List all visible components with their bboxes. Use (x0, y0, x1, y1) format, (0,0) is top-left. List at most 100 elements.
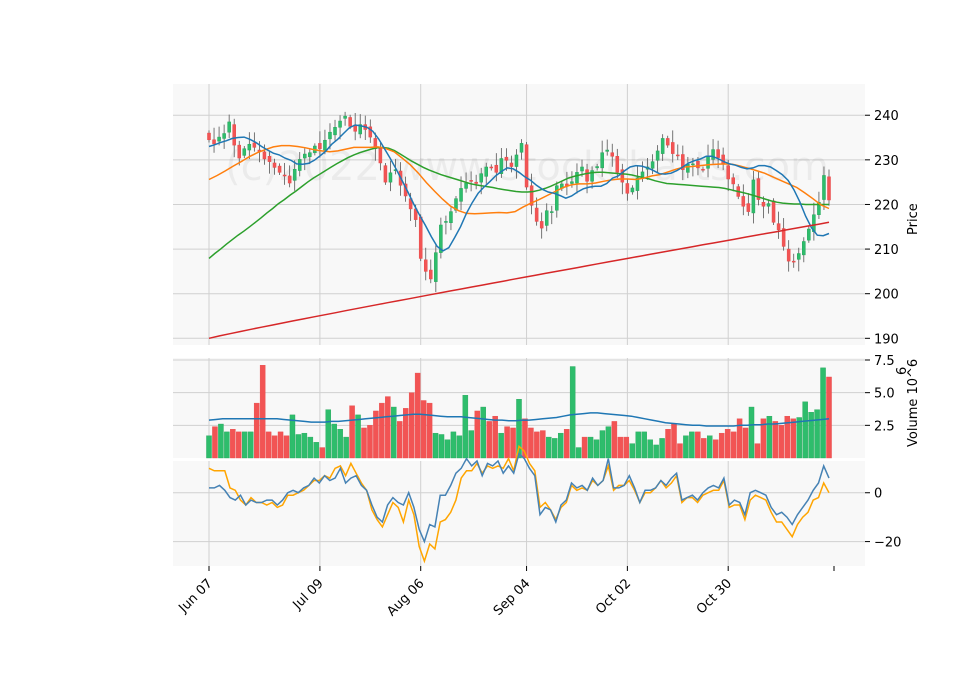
volume-bar (557, 432, 564, 459)
candle-body (509, 162, 514, 167)
candle-body (277, 165, 282, 173)
volume-bar (659, 438, 665, 459)
candle-body (378, 147, 383, 164)
candle-body (484, 166, 488, 177)
volume-bar (331, 423, 337, 459)
volume-bar (718, 432, 725, 459)
volume-bar (480, 406, 486, 459)
candle-body (418, 216, 423, 259)
candle-body (550, 211, 554, 213)
volume-bar (355, 414, 361, 459)
volume-bar (408, 392, 415, 459)
volume-bar (402, 408, 409, 459)
candle-body (423, 259, 428, 272)
volume-bar (593, 439, 600, 459)
ma10-line (208, 124, 830, 252)
candle-body (323, 139, 327, 151)
price-tick-label: 210 (874, 243, 899, 258)
candle-body (262, 151, 267, 160)
volume-bar (265, 431, 272, 459)
volume-bar (629, 443, 636, 459)
candle-body (686, 164, 690, 173)
candle-body (650, 161, 655, 169)
oscillator-panel (173, 461, 865, 566)
volume-bar (259, 365, 266, 459)
candle-body (756, 178, 761, 200)
candle-body (242, 148, 247, 156)
candle-body (580, 166, 584, 172)
volume-bar (748, 406, 755, 459)
candle-body (595, 166, 599, 169)
volume-bar (724, 429, 731, 459)
volume-bar (635, 431, 641, 459)
candle-body (297, 159, 302, 171)
x-tick-label: Oct 30 (694, 576, 735, 617)
oscillator-tick-label: 0 (874, 487, 882, 502)
candle-body (630, 187, 635, 193)
candle-body (701, 168, 705, 171)
candle-body (570, 181, 574, 184)
volume-bar (587, 436, 594, 459)
candle-body (207, 132, 211, 141)
candle-body (660, 138, 665, 154)
candle-body (524, 144, 529, 188)
candle-body (282, 174, 287, 177)
candle-body (539, 221, 544, 229)
volume-axis-label: Volume 10^6 (906, 359, 921, 447)
x-tick-label: Oct 02 (593, 576, 634, 617)
x-tick-label: Aug 06 (384, 576, 427, 619)
moving-averages (208, 124, 830, 340)
volume-bar (498, 432, 504, 459)
price-tick-label: 190 (874, 332, 899, 347)
volume-bar (683, 435, 689, 459)
volume-bar (599, 430, 606, 459)
volume-bar (420, 400, 427, 459)
volume-bar (301, 432, 308, 459)
candle-body (232, 124, 236, 146)
volume-bar (242, 431, 248, 459)
volume-bar (462, 395, 469, 459)
candle-body (696, 160, 700, 169)
candle-body (766, 203, 771, 207)
candle-body (610, 152, 615, 157)
candle-body (776, 223, 781, 231)
candle-body (600, 152, 604, 169)
candle-body (252, 142, 257, 148)
volume-bar (516, 399, 522, 459)
x-axis-ticks: Jun 07 Jul 09 Aug 06 Sep 04 Oct 02 Oct 30 (176, 566, 835, 619)
volume-tick-label: 7.5 (874, 354, 895, 369)
volume-bar (766, 415, 773, 459)
volume-bar (289, 414, 296, 459)
price-panel (173, 84, 865, 345)
volume-bar (212, 426, 218, 459)
volume-bar (426, 402, 433, 459)
candle-body (635, 177, 640, 191)
volume-bar (367, 425, 373, 459)
volume-tick-label: 5.0 (874, 387, 895, 402)
price-tick-label: 240 (874, 109, 899, 124)
candle-body (822, 175, 826, 200)
volume-bar (510, 427, 516, 459)
candle-body (726, 165, 730, 180)
volume-bar (760, 418, 767, 459)
candle-body (504, 156, 509, 161)
y-axis-ticks: 190 200 210 220 230 240 2.5 5.0 7.5 −20 0 6 (865, 109, 910, 551)
volume-bar (438, 434, 445, 459)
volume-bar (563, 429, 570, 459)
candle-body (761, 201, 766, 207)
candle-body (272, 162, 277, 168)
volume-bar (617, 436, 624, 459)
volume-bar (224, 431, 230, 459)
candle-body (479, 173, 483, 183)
candle-body (474, 181, 478, 184)
volume-bar (236, 431, 242, 459)
volume-bar (742, 427, 749, 459)
volume-bar (814, 409, 820, 459)
volume-bar (778, 425, 785, 459)
volume-bar (569, 366, 576, 459)
candle-body (827, 176, 831, 201)
candle-body (247, 143, 252, 151)
ma20-line (208, 144, 830, 215)
candle-body (802, 241, 806, 256)
ma200-line (208, 221, 830, 340)
